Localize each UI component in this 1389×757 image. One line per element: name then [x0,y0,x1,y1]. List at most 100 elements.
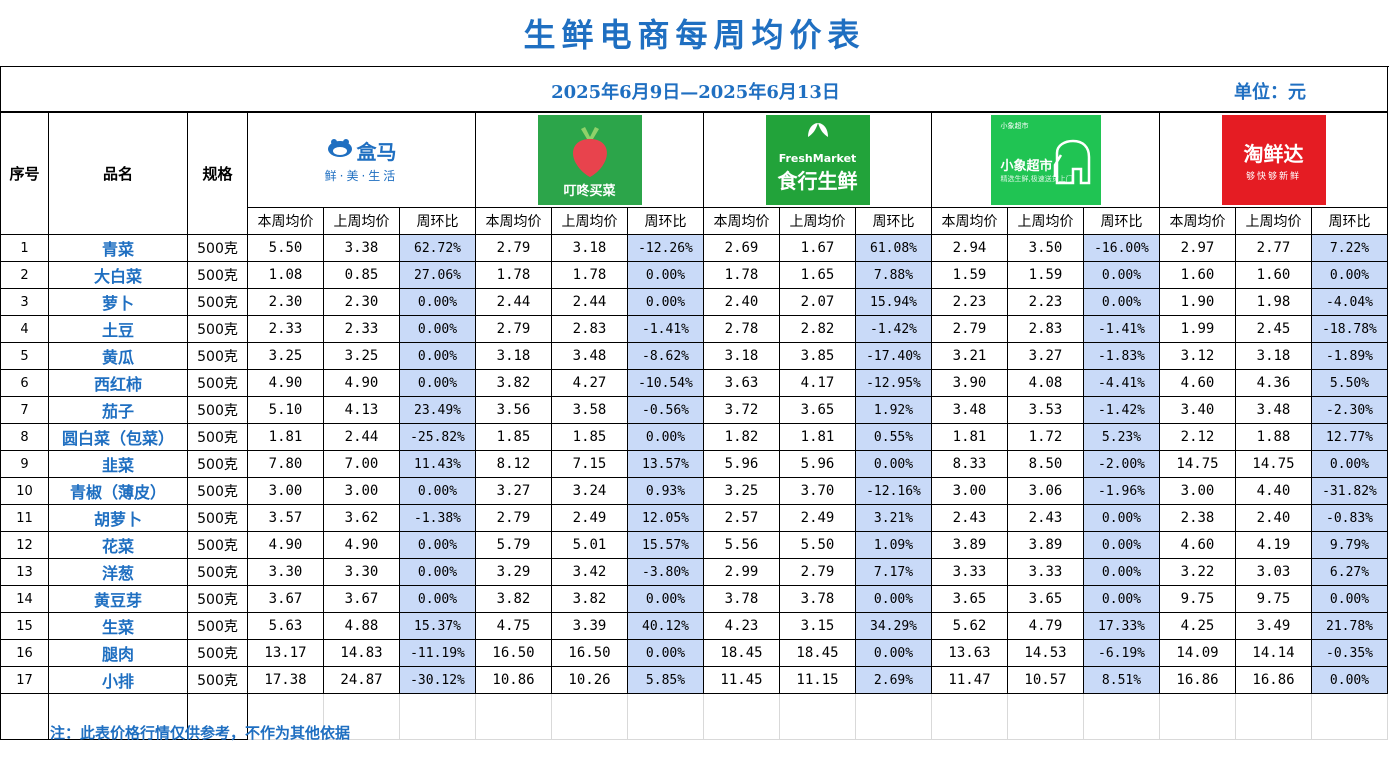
footer-cell [627,693,704,740]
table-row: 12 花菜 500克 4.90 4.90 0.00% 5.79 5.01 15.57% 5.56 5… [0,531,1388,559]
price-cell: 5.56 [703,531,780,559]
product-name: 腿肉 [48,639,188,667]
price-cell: 4.60 [1159,369,1236,397]
price-cell: 7.00 [323,450,400,478]
week-change-cell: 0.00% [1083,288,1160,316]
week-change-cell: 9.79% [1311,531,1388,559]
page-title: 生鲜电商每周均价表 [0,0,1389,67]
table-row: 4 土豆 500克 2.33 2.33 0.00% 2.79 2.83 -1.41% 2.78 2.… [0,315,1388,343]
product-name: 黄豆芽 [48,585,188,613]
price-cell: 2.23 [931,288,1008,316]
price-cell: 3.39 [551,612,628,640]
week-change-cell: 15.57% [627,531,704,559]
price-cell: 4.13 [323,396,400,424]
week-change-cell: 0.00% [627,288,704,316]
row-index: 2 [0,261,49,289]
price-cell: 1.98 [1235,288,1312,316]
price-cell: 2.44 [323,423,400,451]
price-cell: 3.90 [931,369,1008,397]
week-change-cell: 21.78% [1311,612,1388,640]
footnote: 注：此表价格行情仅供参考，不作为其他依据 [50,724,351,742]
price-cell: 3.89 [1007,531,1084,559]
product-name: 土豆 [48,315,188,343]
week-change-cell: 0.00% [627,639,704,667]
week-change-cell: 23.49% [399,396,476,424]
week-change-cell: -1.41% [1083,315,1160,343]
table-row: 1 青菜 500克 5.50 3.38 62.72% 2.79 3.18 -12.26% 2.69… [0,234,1388,262]
price-cell: 3.18 [1235,342,1312,370]
week-change-cell: 5.23% [1083,423,1160,451]
week-change-cell: 0.00% [627,423,704,451]
price-cell: 2.43 [931,504,1008,532]
week-change-cell: 13.57% [627,450,704,478]
price-cell: 4.90 [323,369,400,397]
footer-cell [0,693,49,740]
footer-cell [855,693,932,740]
platform-dingdong: 叮咚买菜 [475,112,704,208]
row-index: 13 [0,558,49,586]
price-cell: 16.86 [1235,666,1312,694]
week-change-cell: -17.40% [855,342,932,370]
price-cell: 2.40 [1235,504,1312,532]
table-row: 13 洋葱 500克 3.30 3.30 0.00% 3.29 3.42 -3.80% 2.99 2… [0,558,1388,586]
price-cell: 2.82 [779,315,856,343]
footer-cell [1007,693,1084,740]
price-cell: 5.50 [779,531,856,559]
price-cell: 4.19 [1235,531,1312,559]
price-cell: 2.23 [1007,288,1084,316]
price-cell: 9.75 [1159,585,1236,613]
price-cell: 1.65 [779,261,856,289]
sub-header-cell: 本周均价 [931,207,1008,235]
sub-header-cell: 本周均价 [475,207,552,235]
freshmarket-logo: FreshMarket 食行生鲜 [765,115,870,205]
week-change-cell: -2.30% [1311,396,1388,424]
price-cell: 1.81 [779,423,856,451]
price-cell: 16.50 [551,639,628,667]
table-row: 5 黄瓜 500克 3.25 3.25 0.00% 3.18 3.48 -8.62% 3.18 3.… [0,342,1388,370]
week-change-cell: 5.85% [627,666,704,694]
price-cell: 2.38 [1159,504,1236,532]
week-change-cell: 34.29% [855,612,932,640]
week-change-cell: 0.00% [399,558,476,586]
product-name: 小排 [48,666,188,694]
price-cell: 4.17 [779,369,856,397]
price-cell: 2.49 [779,504,856,532]
price-cell: 11.15 [779,666,856,694]
price-cell: 5.01 [551,531,628,559]
price-cell: 1.99 [1159,315,1236,343]
week-change-cell: -1.89% [1311,342,1388,370]
product-spec: 500克 [187,477,248,505]
price-cell: 0.85 [323,261,400,289]
product-spec: 500克 [187,639,248,667]
week-change-cell: -6.19% [1083,639,1160,667]
price-cell: 5.96 [703,450,780,478]
product-name: 花菜 [48,531,188,559]
price-cell: 3.42 [551,558,628,586]
price-cell: 14.83 [323,639,400,667]
row-index: 14 [0,585,49,613]
table-row: 15 生菜 500克 5.63 4.88 15.37% 4.75 3.39 40.12% 4.23… [0,612,1388,640]
price-cell: 1.08 [247,261,324,289]
price-cell: 1.85 [475,423,552,451]
price-cell: 1.72 [1007,423,1084,451]
sub-header-cell: 上周均价 [779,207,856,235]
week-change-cell: -11.19% [399,639,476,667]
price-cell: 3.00 [1159,477,1236,505]
price-cell: 3.67 [247,585,324,613]
price-cell: 1.88 [1235,423,1312,451]
product-spec: 500克 [187,504,248,532]
platform-shixing: FreshMarket 食行生鲜 [703,112,932,208]
hippo-icon [327,138,353,163]
table-body: 1 青菜 500克 5.50 3.38 62.72% 2.79 3.18 -12.26% 2.69… [0,234,1388,740]
week-change-cell: -4.41% [1083,369,1160,397]
week-change-cell: 15.37% [399,612,476,640]
date-row: 2025年6月9日—2025年6月13日 单位：元 [0,66,1388,112]
price-cell: 3.85 [779,342,856,370]
price-cell: 3.78 [703,585,780,613]
product-spec: 500克 [187,288,248,316]
week-change-cell: 0.00% [1311,261,1388,289]
price-cell: 4.75 [475,612,552,640]
week-change-cell: 62.72% [399,234,476,262]
price-cell: 3.57 [247,504,324,532]
platform-hema: 盒马 鲜·美·生活 [247,112,476,208]
